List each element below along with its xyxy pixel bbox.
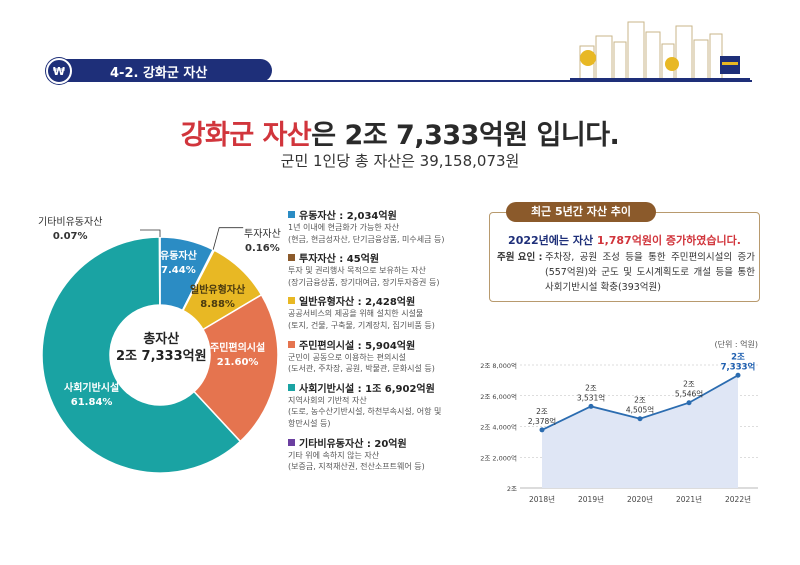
x-tick-label: 2020년: [627, 494, 653, 504]
legend-item-general-tangible: 일반유형자산 : 2,428억원 공공서비스의 제공을 위해 설치한 시설물 (…: [288, 297, 435, 330]
x-tick-label: 2018년: [529, 494, 555, 504]
legend-swatch: [288, 383, 295, 391]
section-header-bar: [52, 59, 272, 82]
donut-label-current: 유동자산 7.44%: [160, 251, 197, 276]
legend-swatch: [288, 254, 295, 262]
trend-headline: 2022년에는 자산 1,787억원이 증가하였습니다.: [508, 234, 741, 247]
legend-item-social-infrastructure: 사회기반시설 : 1조 6,902억원 지역사회의 기반적 자산 (도로, 농수…: [288, 383, 442, 428]
y-tick-label: 2조 2,000억: [480, 454, 517, 462]
data-point: [637, 416, 643, 422]
y-tick-label: 2조 8,000억: [480, 362, 517, 370]
trend-factor-label: 주원 요인 :: [497, 252, 543, 263]
page-headline: 강화군 자산은 2조 7,333억원 입니다.: [180, 120, 620, 151]
donut-slice-4: [41, 236, 242, 474]
data-label-line2: 4,505억: [626, 406, 654, 415]
asset-trend-line-chart: (단위 : 억원) 2조 2조 2,000억 2조 4,000억 2조 6,000억 2조…: [480, 339, 758, 504]
data-point: [735, 372, 741, 378]
leader-line-investment: [212, 227, 244, 250]
data-point: [588, 403, 594, 409]
y-tick-label: 2조: [507, 485, 517, 493]
trend-title-badge: 최근 5년간 자산 추이: [506, 202, 656, 222]
data-label-line1: 2조: [585, 383, 597, 392]
x-tick-label: 2019년: [578, 494, 604, 504]
money-bag-icon: ₩: [46, 58, 72, 84]
legend-item-resident-facilities: 주민편의시설 : 5,904억원 군민이 공동으로 이용하는 편의시설 (도서관…: [288, 340, 435, 374]
data-point: [539, 427, 545, 433]
y-tick-label: 2조 4,000억: [480, 424, 517, 432]
chart-unit-label: (단위 : 억원): [715, 339, 758, 349]
donut-label-resident-facilities: 주민편의시설 21.60%: [210, 343, 266, 368]
y-tick-label: 2조 6,000억: [480, 393, 517, 401]
x-tick-label: 2021년: [676, 494, 702, 504]
section-title: 4-2. 강화군 자산: [110, 66, 208, 81]
donut-label-general-tangible: 일반유형자산 8.88%: [190, 285, 246, 310]
asset-legend: 유동자산 : 2,034억원 1년 이내에 현금화가 가능한 자산 (현금, 현…: [288, 207, 488, 478]
page-subheadline: 군민 1인당 총 자산은 39,158,073원: [280, 152, 520, 170]
trend-factor: 주원 요인 : 주차장, 공원 조성 등을 통한 주민편의시설의 증가(557억…: [497, 250, 755, 296]
leader-line-other: [140, 229, 161, 237]
x-tick-label: 2022년: [725, 494, 751, 504]
data-label-line1: 2조: [634, 396, 646, 405]
donut-label-other-noncurrent: 기타비유동자산 0.07%: [38, 217, 103, 242]
trend-summary-box: [489, 212, 760, 302]
donut-hole: [110, 305, 210, 405]
section-header-underline: [52, 80, 752, 82]
data-label-line1: 2조: [683, 380, 695, 389]
data-label-line1: 2조: [731, 352, 745, 362]
data-label-line1: 2조: [536, 407, 548, 416]
data-label-line2: 7,333억: [721, 361, 756, 372]
legend-swatch: [288, 297, 295, 305]
trend-factor-text: 주차장, 공원 조성 등을 통한 주민편의시설의 증가(557억원)와 군도 및…: [545, 252, 755, 294]
asset-donut-chart: [41, 227, 279, 474]
data-point: [686, 400, 692, 406]
legend-item-other-noncurrent: 기타비유동자산 : 20억원 기타 위에 속하지 않는 자산 (보증금, 지적재…: [288, 438, 425, 472]
city-skyline-icon: [570, 21, 750, 80]
donut-slice-3: [192, 293, 279, 443]
legend-item-investment: 투자자산 : 45억원 투자 및 권리행사 목적으로 보유하는 자산 (장기금융…: [288, 254, 440, 287]
data-label-line2: 5,546억: [675, 390, 703, 399]
donut-label-social-infrastructure: 사회기반시설 61.84%: [64, 383, 120, 408]
legend-swatch: [288, 211, 295, 218]
data-label-line2: 3,531억: [577, 393, 605, 402]
data-label-line2: 2,378억: [528, 417, 556, 426]
donut-center-total: 총자산 2조 7,333억원: [116, 332, 207, 364]
donut-label-investment: 투자자산 0.16%: [244, 229, 281, 254]
legend-swatch: [288, 340, 295, 348]
legend-swatch: [288, 438, 295, 446]
legend-item-current: 유동자산 : 2,034억원 1년 이내에 현금화가 가능한 자산 (현금, 현…: [288, 211, 445, 244]
